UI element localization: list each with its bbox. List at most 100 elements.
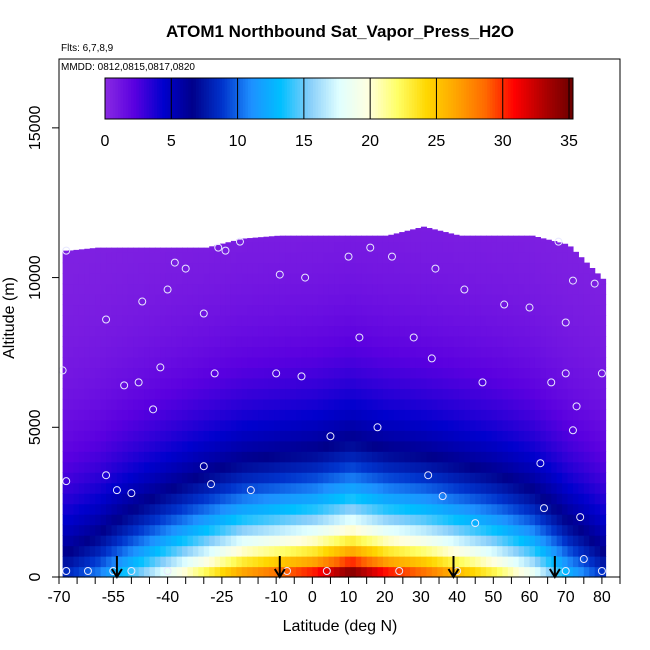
heatmap-cell	[236, 472, 243, 484]
heatmap-cell	[209, 493, 216, 505]
heatmap-cell	[372, 493, 379, 505]
heatmap-cell	[382, 398, 389, 410]
heatmap-cell	[323, 409, 330, 421]
heatmap-cell	[393, 461, 400, 473]
heatmap-cell	[73, 304, 80, 316]
heatmap-cell	[138, 440, 145, 452]
heatmap-cell	[160, 545, 167, 557]
heatmap-cell	[388, 524, 395, 536]
heatmap-cell	[556, 524, 563, 536]
heatmap-cell	[312, 482, 319, 494]
heatmap-cell	[236, 315, 243, 327]
heatmap-cell	[225, 273, 232, 285]
heatmap-cell	[111, 335, 118, 348]
heatmap-cell	[404, 367, 411, 379]
heatmap-cell	[230, 325, 237, 337]
heatmap-cell	[192, 461, 199, 473]
x-tick-label: 20	[376, 589, 394, 606]
heatmap-cell	[323, 262, 330, 274]
heatmap-cell	[220, 304, 227, 316]
heatmap-cell	[225, 503, 232, 515]
sample-point	[301, 273, 310, 282]
heatmap-cell	[578, 398, 585, 410]
heatmap-cell	[84, 451, 91, 463]
colorbar-segment	[346, 78, 350, 119]
heatmap-cell	[410, 325, 417, 337]
sample-point	[102, 315, 111, 324]
heatmap-cell	[377, 545, 384, 557]
heatmap-cell	[252, 294, 259, 306]
heatmap-cell	[214, 482, 221, 494]
sample-point	[536, 459, 545, 468]
colorbar-segment	[458, 78, 462, 119]
heatmap-cell	[377, 346, 384, 358]
heatmap-cell	[469, 262, 476, 274]
heatmap-cell	[453, 451, 460, 463]
heatmap-cell	[562, 545, 569, 557]
heatmap-cell	[355, 325, 362, 337]
heatmap-cell	[399, 388, 406, 400]
heatmap-cell	[388, 451, 395, 463]
heatmap-cell	[545, 440, 552, 452]
heatmap-cell	[111, 346, 118, 358]
heatmap-cell	[306, 346, 313, 358]
heatmap-cell	[252, 377, 259, 389]
heatmap-cell	[529, 440, 536, 452]
heatmap-cell	[106, 503, 113, 515]
heatmap-cell	[176, 356, 183, 369]
heatmap-cell	[252, 451, 259, 463]
heatmap-cell	[464, 388, 471, 400]
heatmap-cell	[106, 398, 113, 410]
heatmap-cell	[285, 430, 292, 442]
heatmap-cell	[458, 325, 465, 337]
heatmap-cell	[442, 346, 449, 358]
heatmap-cell	[106, 461, 113, 473]
heatmap-cell	[154, 430, 161, 442]
heatmap-cell	[192, 398, 199, 410]
heatmap-cell	[339, 398, 346, 410]
heatmap-cell	[187, 524, 194, 536]
heatmap-cell	[296, 304, 303, 316]
heatmap-cell	[236, 545, 243, 557]
heatmap-cell	[431, 346, 438, 358]
heatmap-cell	[453, 503, 460, 515]
heatmap-cell	[469, 304, 476, 316]
heatmap-cell	[518, 440, 525, 452]
heatmap-cell	[475, 252, 482, 264]
heatmap-cell	[344, 419, 351, 431]
heatmap-cell	[545, 566, 552, 578]
heatmap-cell	[502, 430, 509, 442]
heatmap-cell	[540, 461, 547, 473]
heatmap-cell	[382, 556, 389, 568]
heatmap-cell	[68, 556, 75, 568]
heatmap-cell	[247, 273, 254, 285]
heatmap-cell	[100, 440, 107, 452]
heatmap-cell	[290, 325, 297, 337]
heatmap-cell	[328, 556, 335, 568]
heatmap-cell	[448, 315, 455, 327]
heatmap-cell	[388, 262, 395, 274]
heatmap-cell	[393, 241, 400, 253]
colorbar-segment	[297, 78, 301, 119]
heatmap-cell	[106, 262, 113, 274]
heatmap-cell	[366, 409, 373, 421]
heatmap-cell	[524, 273, 531, 285]
heatmap-cell	[524, 409, 531, 421]
heatmap-cell	[458, 545, 465, 557]
heatmap-cell	[220, 325, 227, 337]
heatmap-cell	[138, 409, 145, 421]
heatmap-cell	[518, 398, 525, 410]
heatmap-cell	[198, 325, 205, 337]
colorbar-segment	[261, 78, 265, 119]
heatmap-cell	[415, 304, 422, 316]
heatmap-cell	[149, 356, 156, 369]
heatmap-cell	[594, 398, 601, 410]
heatmap-cell	[350, 493, 357, 505]
heatmap-cell	[133, 283, 140, 295]
heatmap-cell	[469, 566, 476, 578]
heatmap-cell	[551, 451, 558, 463]
heatmap-cell	[469, 335, 476, 348]
heatmap-cell	[133, 262, 140, 274]
heatmap-cell	[388, 409, 395, 421]
heatmap-cell	[480, 482, 487, 494]
